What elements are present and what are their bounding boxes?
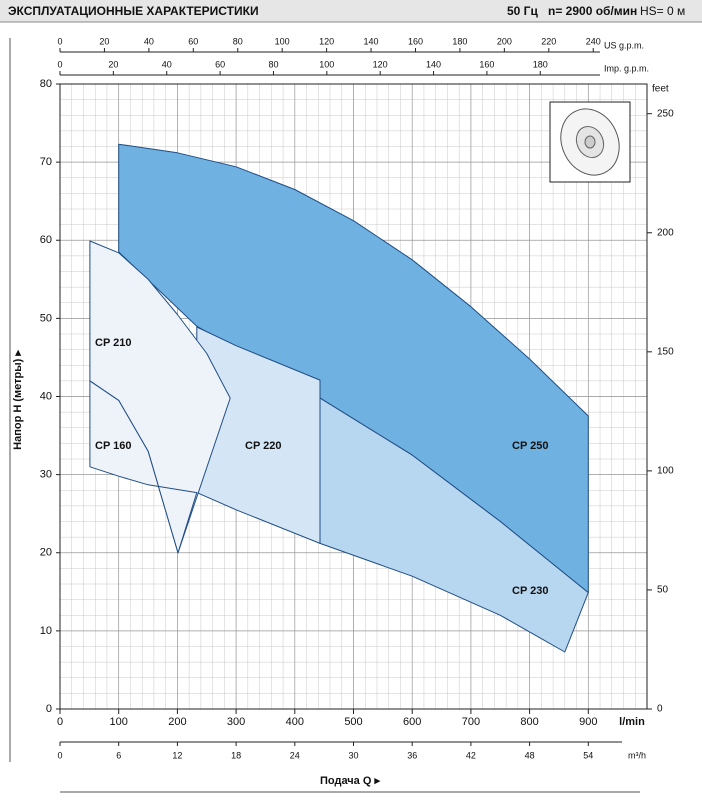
x-tick-label: 100	[110, 716, 128, 728]
x-tick-label: 200	[168, 716, 186, 728]
extra-axis-tick-label: 80	[268, 59, 278, 69]
x-axis-title: Подача Q ▸	[320, 775, 380, 787]
extra-axis-tick-label: 42	[466, 750, 476, 760]
extra-axis-tick-label: 30	[348, 750, 358, 760]
series-label: CP 220	[245, 440, 282, 452]
extra-axis-unit: Imp. g.p.m.	[604, 63, 649, 73]
extra-axis-tick-label: 160	[408, 36, 423, 46]
extra-axis-tick-label: 54	[583, 750, 593, 760]
y-tick-label: 10	[40, 625, 52, 637]
chart-title: ЭКСПЛУАТАЦИОННЫЕ ХАРАКТЕРИСТИКИ	[8, 4, 259, 18]
y2-tick-label: 200	[657, 227, 674, 238]
extra-axis-unit: US g.p.m.	[604, 40, 644, 50]
x-axis-unit: l/min	[619, 716, 645, 728]
y-tick-label: 0	[46, 703, 52, 715]
x-tick-label: 400	[286, 716, 304, 728]
extra-axis-tick-label: 180	[533, 59, 548, 69]
extra-axis-tick-label: 140	[426, 59, 441, 69]
extra-axis-tick-label: 36	[407, 750, 417, 760]
y-tick-label: 30	[40, 469, 52, 481]
x-tick-label: 800	[520, 716, 538, 728]
extra-axis-tick-label: 120	[319, 36, 334, 46]
extra-axis-tick-label: 18	[231, 750, 241, 760]
extra-axis-tick-label: 0	[57, 59, 62, 69]
x-tick-label: 600	[403, 716, 421, 728]
extra-axis-tick-label: 180	[452, 36, 467, 46]
y-tick-label: 60	[40, 234, 52, 246]
condition: 50 Гц	[507, 4, 538, 18]
x-tick-label: 300	[227, 716, 245, 728]
extra-axis-unit: m³/h	[628, 750, 646, 760]
y2-axis-unit: feet	[652, 84, 669, 95]
plot-frame	[59, 83, 648, 710]
series-label: CP 210	[95, 337, 132, 349]
extra-axis-tick-label: 0	[57, 750, 62, 760]
extra-axis-tick-label: 100	[275, 36, 290, 46]
condition: n= 2900 об/мин	[548, 4, 637, 18]
extra-axis-tick-label: 200	[497, 36, 512, 46]
y-tick-label: 40	[40, 390, 52, 402]
y2-tick-label: 50	[657, 585, 669, 596]
y2-tick-label: 0	[657, 704, 663, 715]
extra-axis-tick-label: 12	[172, 750, 182, 760]
extra-axis-tick-label: 220	[541, 36, 556, 46]
extra-axis-tick-label: 160	[479, 59, 494, 69]
extra-axis-tick-label: 24	[290, 750, 300, 760]
series-label: CP 160	[95, 440, 132, 452]
extra-axis-tick-label: 20	[108, 59, 118, 69]
x-tick-label: 500	[344, 716, 362, 728]
series-label: CP 250	[512, 440, 549, 452]
extra-axis-tick-label: 120	[373, 59, 388, 69]
x-tick-label: 700	[462, 716, 480, 728]
y-tick-label: 80	[40, 78, 52, 90]
y-tick-label: 20	[40, 547, 52, 559]
x-tick-label: 0	[57, 716, 63, 728]
pump-region	[319, 397, 589, 653]
extra-axis-tick-label: 60	[215, 59, 225, 69]
extra-axis-tick-label: 60	[188, 36, 198, 46]
y-tick-label: 50	[40, 312, 52, 324]
extra-axis-tick-label: 100	[319, 59, 334, 69]
extra-axis-tick-label: 240	[586, 36, 601, 46]
y2-tick-label: 250	[657, 108, 674, 119]
extra-axis-tick-label: 48	[525, 750, 535, 760]
extra-axis-tick-label: 6	[116, 750, 121, 760]
x-tick-label: 900	[579, 716, 597, 728]
y2-tick-label: 150	[657, 346, 674, 357]
extra-axis-tick-label: 40	[144, 36, 154, 46]
header-bar	[0, 0, 702, 22]
y2-tick-label: 100	[657, 466, 674, 477]
y-tick-label: 70	[40, 156, 52, 168]
series-label: CP 230	[512, 585, 549, 597]
extra-axis-tick-label: 80	[233, 36, 243, 46]
extra-axis-tick-label: 0	[57, 36, 62, 46]
condition: HS= 0 м	[640, 4, 685, 18]
pump-icon	[549, 101, 631, 183]
extra-axis-tick-label: 20	[99, 36, 109, 46]
pump-region	[89, 380, 198, 554]
extra-axis-tick-label: 140	[364, 36, 379, 46]
y-axis-title: Напор H (метры) ▸	[12, 350, 24, 450]
extra-axis-tick-label: 40	[162, 59, 172, 69]
